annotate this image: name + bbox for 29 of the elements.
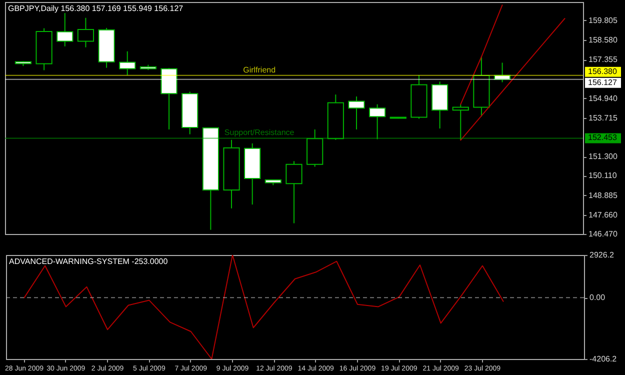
candlestick (369, 104, 386, 140)
y-tick-label: 151.300 (588, 152, 618, 162)
y-tick-label: 147.660 (588, 210, 618, 220)
ref-line-label: Girlfriend (243, 65, 276, 74)
ref-line-label: Support/Resistance (224, 128, 295, 138)
candlestick (348, 96, 365, 130)
candlestick (119, 50, 136, 76)
line-series (460, 18, 566, 141)
y-tick-label: 157.355 (588, 55, 618, 64)
y-tick-label: 156.127 (588, 78, 618, 87)
y-tick-label: 154.940 (588, 94, 618, 103)
y-tick-label: 150.110 (588, 171, 618, 180)
y-tick-label: 0.00 (590, 293, 606, 302)
candlestick (494, 62, 511, 83)
y-tick-label: 2926.2 (590, 250, 615, 260)
y-tick-label: 156.380 (588, 66, 618, 76)
chart-title: GBPJPY,Daily 156.380 157.169 155.949 156.127 (8, 4, 184, 13)
candlestick (286, 160, 302, 224)
y-tick-label: 153.715 (588, 114, 618, 122)
y-tick-label: 159.805 (588, 16, 618, 25)
y-tick-label: 146.470 (588, 230, 618, 238)
candlestick (56, 12, 74, 47)
y-tick-label: 152.453 (588, 133, 618, 142)
candlestick (452, 104, 469, 141)
y-tick-label: -4206.2 (590, 354, 618, 364)
y-tick-label: 158.580 (588, 36, 618, 45)
chart-title: ADVANCED-WARNING-SYSTEM -253.0000 (9, 257, 168, 266)
y-tick-label: 148.885 (588, 190, 618, 200)
candlestick (77, 17, 94, 48)
